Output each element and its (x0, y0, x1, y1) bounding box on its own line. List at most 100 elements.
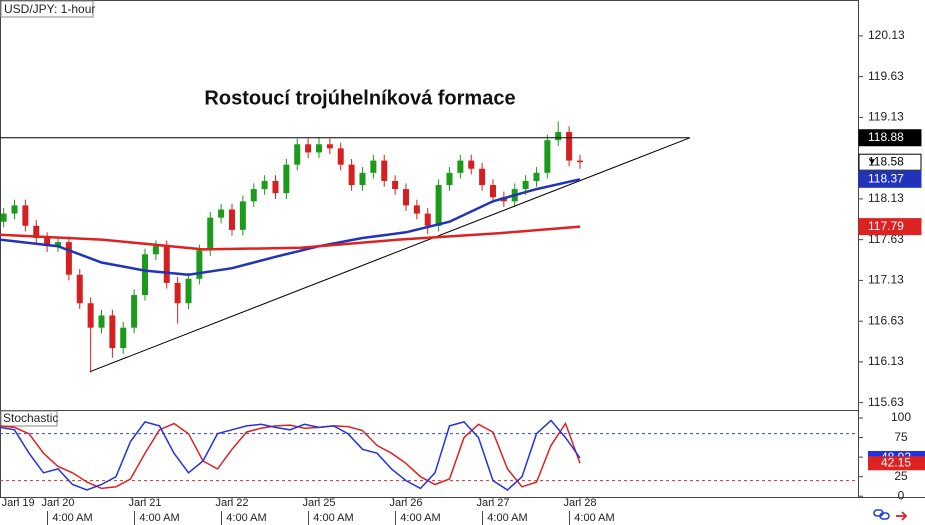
indicator-title: Stochastic (3, 411, 58, 425)
x-tick-label: Jan 26 (389, 497, 422, 509)
candle-body (468, 160, 475, 169)
candle-body (370, 160, 377, 173)
candle-body (566, 132, 573, 161)
resistance-label-box (858, 129, 922, 147)
candle-body (424, 213, 431, 226)
candle-body (435, 185, 442, 226)
moving-average (0, 178, 581, 276)
candle-body (152, 246, 159, 255)
candle-body (283, 164, 290, 194)
ma-label: 118.37 (868, 171, 904, 185)
candle-body (315, 144, 322, 153)
ma-label: 117.79 (868, 219, 904, 233)
candle-body (207, 217, 214, 251)
candle-body (196, 250, 203, 279)
candle-body (185, 278, 192, 304)
y-tick-label: 117.63 (868, 232, 904, 246)
y-tick-label: 115.63 (868, 395, 904, 409)
resistance-label: 118.88 (868, 130, 904, 144)
time-tick-label: 4:00 AM (139, 512, 179, 524)
candle-body (326, 144, 333, 149)
last-price-label-box (858, 153, 922, 171)
candle-body (250, 189, 257, 202)
candle-body (576, 160, 583, 163)
candle-body (392, 180, 399, 190)
candle-body (109, 315, 116, 349)
candle-body (522, 180, 529, 190)
x-tick-label: Jan 21 (128, 497, 161, 509)
share-icon[interactable] (896, 511, 908, 521)
candle-body (218, 209, 225, 218)
candle-body (54, 242, 61, 247)
price-arrow (869, 159, 875, 165)
candle-body (33, 225, 40, 239)
candle-body (44, 238, 51, 247)
y-tick-label: 116.13 (868, 354, 904, 368)
time-tick-label: 4:00 AM (574, 512, 614, 524)
candle-body (65, 242, 72, 275)
title-box (0, 0, 94, 18)
plot-frame (0, 0, 859, 498)
candle-body (457, 160, 464, 173)
candle-body (163, 246, 170, 283)
y-tick-label: 100 (891, 410, 911, 424)
candle-body (555, 132, 562, 141)
candle-body (120, 327, 127, 349)
candle-body (359, 172, 366, 186)
y-tick-label: 25 (894, 469, 908, 483)
candle-body (131, 295, 138, 328)
candle-body (87, 303, 94, 328)
moving-average (0, 225, 581, 251)
candle-body (533, 172, 540, 181)
candle-body (402, 189, 409, 206)
candle-body (11, 205, 18, 214)
candle-body (76, 274, 83, 304)
stochastic-label-box (868, 456, 925, 471)
candle-body (98, 315, 105, 328)
candle-body (348, 164, 355, 186)
candle-body (174, 282, 181, 304)
candle-body (337, 148, 344, 165)
x-tick-label: Jan 19 (2, 497, 35, 509)
time-tick-label: 4:00 AM (487, 512, 527, 524)
x-tick-label: Jan 27 (476, 497, 509, 509)
last-price-label: 118.58 (868, 154, 904, 168)
time-tick-label: 4:00 AM (400, 512, 440, 524)
x-tick-label: Jan 20 (41, 497, 74, 509)
candle-body (381, 160, 388, 181)
trend-line (89, 137, 690, 373)
candle-body (305, 144, 312, 153)
candle-body (272, 180, 279, 194)
chart-title: USD/JPY: 1-hour (4, 2, 95, 16)
candle-body (22, 205, 29, 226)
candle-body (228, 209, 235, 230)
y-tick-label: 116.63 (868, 313, 904, 327)
stochastic-label: 42.15 (881, 455, 911, 469)
x-tick-label: Jan 25 (302, 497, 335, 509)
candle-body (0, 213, 7, 222)
ma-label-box (858, 170, 922, 188)
y-tick-label: 118.13 (868, 191, 904, 205)
y-tick-label: 117.13 (868, 273, 904, 287)
y-tick-label: 119.63 (868, 69, 904, 83)
candle-body (413, 205, 420, 214)
candle-body (489, 185, 496, 198)
candle-body (544, 140, 551, 173)
link-icon[interactable] (873, 509, 890, 520)
y-tick-label: 0 (898, 488, 905, 502)
ma-label-box (858, 218, 922, 236)
y-tick-label: 75 (894, 430, 908, 444)
y-tick-label: 119.13 (868, 110, 904, 124)
stochastic-line (0, 419, 581, 491)
time-tick-label: 4:00 AM (313, 512, 353, 524)
candle-body (239, 201, 246, 230)
candle-body (141, 254, 148, 296)
candle-body (294, 144, 301, 165)
time-tick-label: 4:00 AM (52, 512, 92, 524)
time-tick-label: 4:00 AM (226, 512, 266, 524)
x-tick-label: Jan 22 (215, 497, 248, 509)
candle-body (479, 168, 486, 186)
y-tick-label: 120.13 (868, 28, 905, 42)
